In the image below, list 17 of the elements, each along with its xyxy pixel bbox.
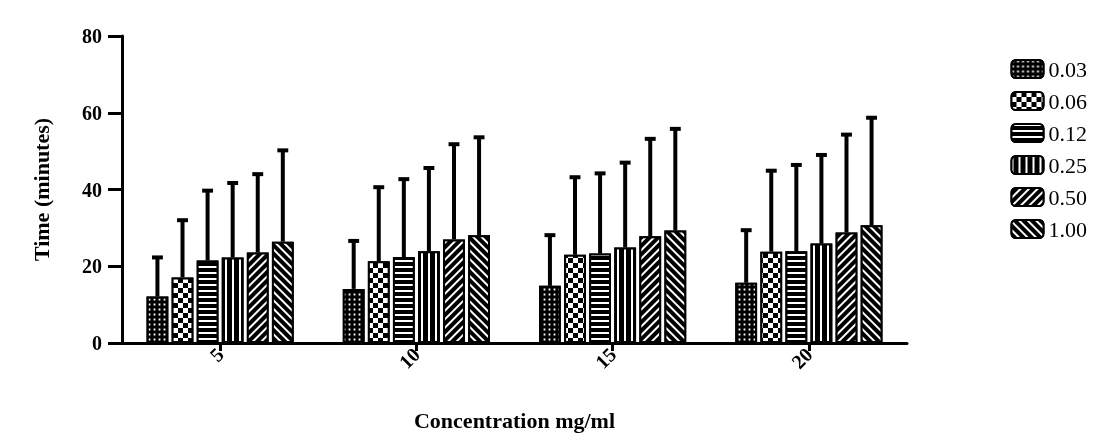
y-tick-label: 60: [82, 101, 102, 124]
x-tick-label: 10: [394, 343, 425, 373]
x-tick-label: 5: [205, 343, 228, 366]
legend-label: 0.25: [1048, 152, 1087, 178]
legend-label: 0.50: [1048, 184, 1087, 210]
x-tick-label: 15: [590, 343, 621, 373]
y-tick-label: 20: [82, 255, 102, 278]
y-tick-label: 0: [92, 332, 102, 354]
y-tick-label: 80: [82, 25, 102, 47]
x-axis-title: Concentration mg/ml: [413, 407, 616, 433]
x-tick-label: 20: [786, 343, 817, 373]
legend-label: 1.00: [1048, 216, 1087, 242]
y-axis-title: Time (minutes): [28, 117, 54, 262]
y-tick-label: 40: [82, 178, 102, 201]
legend-label: 0.06: [1048, 88, 1087, 114]
legend-label: 0.03: [1048, 56, 1087, 82]
legend-label: 0.12: [1048, 120, 1087, 146]
